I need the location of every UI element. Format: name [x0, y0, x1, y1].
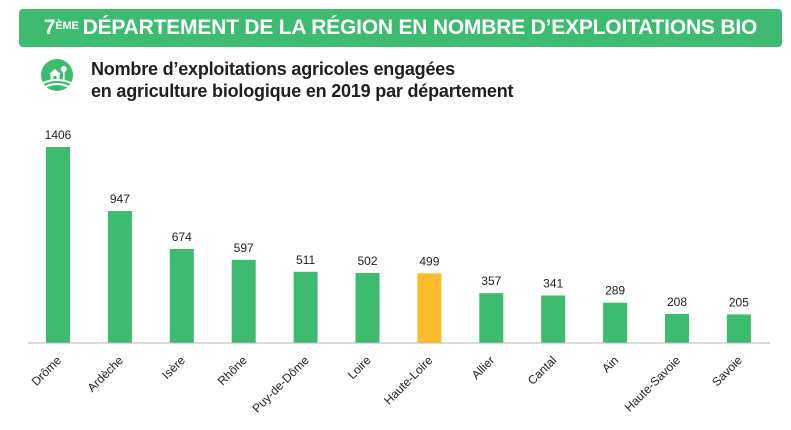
value-label-puy-de-dome: 511	[296, 253, 315, 267]
bar-drome	[46, 147, 70, 343]
rank-suffix: ÈME	[55, 20, 79, 32]
category-label-loire: Loire	[345, 353, 374, 382]
header-banner: 7 ÈME DÉPARTEMENT DE LA RÉGION EN NOMBRE D…	[19, 9, 782, 47]
farm-icon	[41, 59, 73, 91]
category-label-puy-de-dome: Puy-de-Dôme	[249, 353, 311, 415]
value-label-drome: 1406	[45, 128, 72, 142]
value-label-allier: 357	[481, 274, 501, 288]
value-label-isere: 674	[172, 230, 192, 244]
category-labels-group: Drôme Ardèche Isère Rhône Puy-de-Dôme Loire Ha…	[29, 353, 745, 415]
category-label-drome: Drôme	[29, 353, 65, 389]
rank-number: 7	[43, 16, 56, 39]
category-label-allier: Allier	[469, 353, 498, 382]
bar-ardeche	[107, 211, 132, 343]
value-label-cantal: 341	[543, 277, 563, 291]
bar-savoie	[726, 314, 751, 343]
bar-loire	[355, 273, 380, 343]
bar-haute-savoie	[665, 314, 689, 343]
category-label-isere: Isère	[159, 353, 188, 382]
value-label-haute-loire: 499	[419, 254, 439, 268]
bar-allier	[479, 293, 504, 343]
value-label-rhone: 597	[234, 241, 254, 255]
value-label-haute-savoie: 208	[667, 295, 687, 309]
subtitle-line-1: Nombre d’exploitations agricoles engagée…	[91, 59, 455, 79]
value-label-loire: 502	[357, 254, 377, 268]
category-label-haute-savoie: Haute-Savoie	[622, 353, 684, 415]
category-label-ain: Ain	[599, 353, 621, 375]
banner-title: DÉPARTEMENT DE LA RÉGION EN NOMBRE D’EXP…	[82, 16, 758, 39]
value-label-ain: 289	[605, 284, 625, 298]
category-label-haute-loire: Haute-Loire	[381, 353, 435, 407]
chart-subtitle: Nombre d’exploitations agricoles engagée…	[91, 58, 514, 102]
category-label-savoie: Savoie	[709, 353, 745, 389]
value-labels-group: 1406 947 674 597 511 502 499 357 341 289 208 205	[45, 128, 750, 309]
category-label-cantal: Cantal	[525, 353, 559, 387]
category-label-ardeche: Ardèche	[85, 353, 127, 395]
category-label-rhone: Rhône	[215, 353, 250, 388]
bar-ain	[603, 302, 628, 343]
bars-group	[46, 147, 751, 343]
bar-cantal	[541, 295, 566, 343]
bar-puy-de-dome	[293, 271, 318, 343]
value-label-savoie: 205	[729, 295, 749, 309]
subtitle-line-2: en agriculture biologique en 2019 par dé…	[91, 81, 514, 101]
bar-rhone	[231, 259, 256, 343]
value-label-ardeche: 947	[110, 192, 130, 206]
bar-haute-loire	[417, 273, 442, 343]
bar-isere	[169, 249, 194, 343]
